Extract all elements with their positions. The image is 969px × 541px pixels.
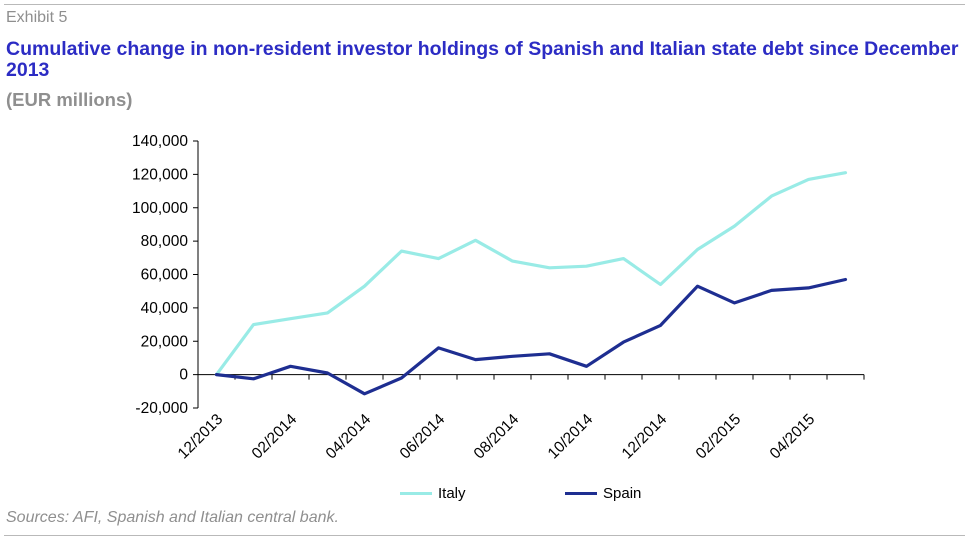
data-point-spain bbox=[474, 358, 477, 361]
data-point-spain bbox=[548, 352, 551, 355]
data-point-spain bbox=[400, 376, 403, 379]
x-tick-label: 08/2014 bbox=[471, 411, 523, 463]
data-point-italy bbox=[548, 266, 551, 269]
y-tick-label: 100,000 bbox=[132, 200, 188, 217]
data-point-spain bbox=[289, 365, 292, 368]
y-tick-label: 80,000 bbox=[141, 233, 189, 250]
exhibit-label: Exhibit 5 bbox=[6, 9, 68, 26]
data-point-italy bbox=[252, 323, 255, 326]
data-point-spain bbox=[622, 341, 625, 344]
x-tick-label: 10/2014 bbox=[545, 411, 597, 463]
y-tick-label: 0 bbox=[179, 367, 188, 384]
data-point-spain bbox=[585, 365, 588, 368]
x-tick-label: 04/2014 bbox=[323, 411, 375, 463]
data-point-spain bbox=[215, 373, 218, 376]
data-point-spain bbox=[659, 324, 662, 327]
x-tick-label: 02/2014 bbox=[249, 411, 301, 463]
data-point-italy bbox=[400, 250, 403, 253]
x-tick-label: 12/2013 bbox=[175, 411, 227, 463]
data-point-spain bbox=[326, 371, 329, 374]
chart-axes bbox=[193, 140, 865, 409]
data-point-italy bbox=[696, 248, 699, 251]
data-point-italy bbox=[622, 257, 625, 260]
legend-swatch-italy bbox=[400, 491, 432, 495]
bottom-divider bbox=[4, 535, 965, 536]
data-point-italy bbox=[363, 285, 366, 288]
x-tick-label: 12/2014 bbox=[619, 411, 671, 463]
data-point-italy bbox=[585, 265, 588, 268]
x-tick-label: 06/2014 bbox=[397, 411, 449, 463]
legend-label-italy: Italy bbox=[438, 484, 466, 502]
data-point-italy bbox=[659, 283, 662, 286]
legend-swatch-spain bbox=[565, 491, 597, 495]
data-point-italy bbox=[807, 178, 810, 181]
source-note: Sources: AFI, Spanish and Italian centra… bbox=[6, 509, 339, 526]
data-point-italy bbox=[437, 257, 440, 260]
data-point-italy bbox=[770, 195, 773, 198]
data-point-spain bbox=[807, 286, 810, 289]
data-point-spain bbox=[363, 392, 366, 395]
data-point-spain bbox=[770, 289, 773, 292]
y-tick-label: -20,000 bbox=[135, 400, 188, 417]
data-point-italy bbox=[326, 311, 329, 314]
data-point-italy bbox=[733, 225, 736, 228]
data-point-italy bbox=[511, 260, 514, 263]
legend-label-spain: Spain bbox=[603, 484, 642, 502]
y-axis-tick-labels: -20,000 0 20,000 40,000 60,000 80,000 100,000 1… bbox=[132, 133, 188, 417]
legend-item-italy: Italy bbox=[400, 483, 466, 503]
data-point-italy bbox=[844, 171, 847, 174]
data-point-spain bbox=[252, 377, 255, 380]
y-tick-label: 20,000 bbox=[141, 333, 189, 350]
x-tick-label: 02/2015 bbox=[693, 411, 745, 463]
data-point-spain bbox=[733, 301, 736, 304]
data-point-spain bbox=[437, 346, 440, 349]
series-lines bbox=[214, 171, 848, 396]
chart-title: Cumulative change in non-resident invest… bbox=[6, 38, 959, 81]
y-tick-label: 120,000 bbox=[132, 166, 188, 183]
y-tick-label: 60,000 bbox=[141, 267, 189, 284]
legend-item-spain: Spain bbox=[565, 483, 641, 503]
data-point-spain bbox=[696, 285, 699, 288]
series-line-italy bbox=[214, 171, 848, 377]
data-point-italy bbox=[289, 317, 292, 320]
top-divider bbox=[4, 4, 965, 5]
x-axis-tick-labels: 12/2013 02/2014 04/2014 06/2014 08/2014 10/20… bbox=[175, 411, 819, 463]
data-point-spain bbox=[511, 355, 514, 358]
y-tick-label: 140,000 bbox=[132, 133, 188, 150]
data-point-spain bbox=[844, 278, 847, 281]
series-line-spain bbox=[214, 277, 848, 396]
chart-unit: (EUR millions) bbox=[6, 89, 133, 110]
y-tick-label: 40,000 bbox=[141, 300, 189, 317]
x-tick-label: 04/2015 bbox=[767, 411, 819, 463]
data-point-italy bbox=[474, 239, 477, 242]
